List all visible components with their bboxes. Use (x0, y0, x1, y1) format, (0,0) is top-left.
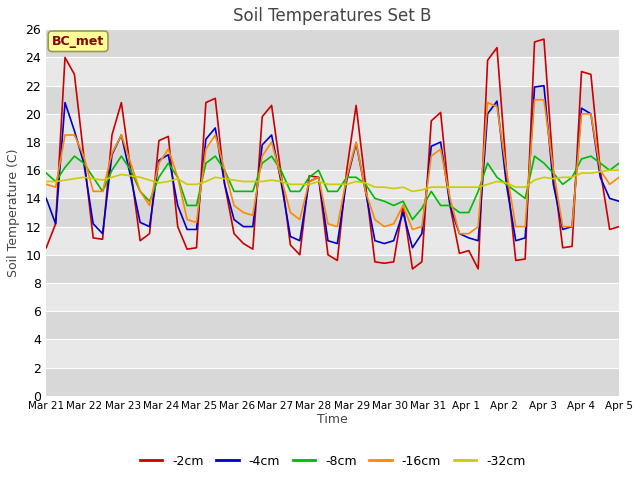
Bar (46, 339, 619, 368)
Legend: -2cm, -4cm, -8cm, -16cm, -32cm: -2cm, -4cm, -8cm, -16cm, -32cm (134, 450, 531, 473)
Bar (46, 283, 619, 311)
Y-axis label: Soil Temperature (C): Soil Temperature (C) (7, 148, 20, 277)
X-axis label: Time: Time (317, 413, 348, 426)
Bar (46, 368, 619, 396)
Bar (46, 85, 619, 114)
Bar (46, 227, 619, 255)
Bar (46, 114, 619, 142)
Title: Soil Temperatures Set B: Soil Temperatures Set B (234, 7, 432, 25)
Bar (46, 170, 619, 198)
Bar (46, 255, 619, 283)
Bar (46, 311, 619, 339)
Bar (46, 198, 619, 227)
Bar (46, 58, 619, 85)
Text: BC_met: BC_met (52, 35, 104, 48)
Bar (46, 29, 619, 58)
Bar (46, 142, 619, 170)
